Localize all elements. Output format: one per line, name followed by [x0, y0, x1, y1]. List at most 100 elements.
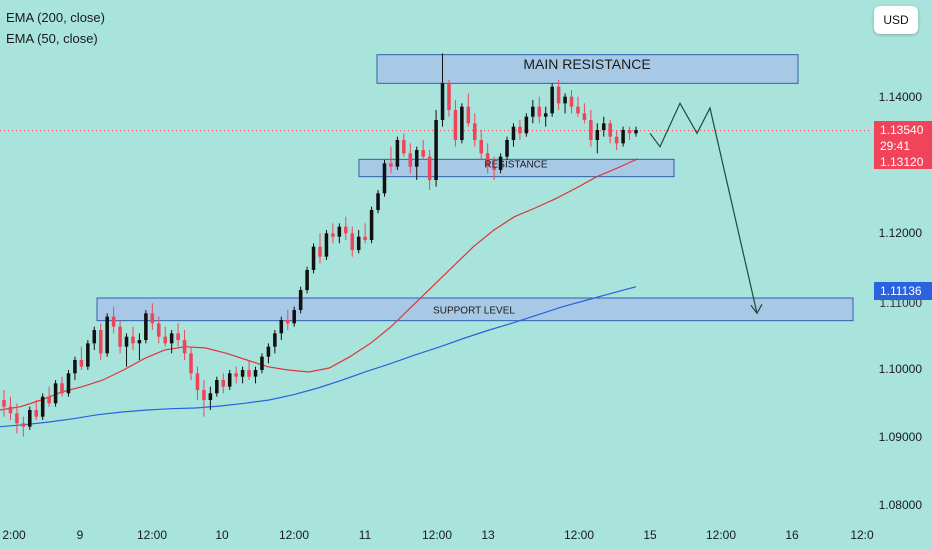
ema200-line	[0, 286, 637, 428]
candle-body	[453, 110, 458, 140]
time-tick: 12:00	[421, 528, 453, 542]
candle-body	[150, 313, 155, 324]
candle-body	[266, 346, 271, 357]
candle-body	[382, 163, 387, 194]
price-tick: 1.09000	[878, 430, 922, 444]
candle-body	[408, 153, 413, 167]
candle-body	[195, 373, 200, 390]
candle-body	[28, 410, 32, 427]
candle-body	[440, 83, 445, 120]
resistance-label: RESISTANCE	[484, 159, 548, 171]
main-resistance-label: MAIN RESISTANCE	[523, 56, 651, 72]
candle-body	[324, 233, 329, 257]
time-tick: 2:00	[2, 528, 26, 542]
time-tick: 13	[481, 528, 495, 542]
candle-body	[273, 333, 277, 347]
candle-body	[369, 210, 374, 240]
candle-body	[118, 326, 122, 347]
candle-body	[543, 113, 548, 117]
candle-body	[208, 393, 213, 400]
candle-body	[189, 353, 193, 374]
candle-body	[292, 310, 296, 324]
candle-body	[518, 126, 522, 134]
candle-body	[279, 320, 284, 334]
candle-body	[498, 156, 503, 170]
price-tick: 1.08000	[878, 498, 922, 512]
candle-body	[60, 383, 64, 394]
candle-body	[395, 140, 400, 167]
candle-body	[298, 290, 303, 310]
candle-body	[92, 330, 97, 344]
ema50-value: 1.13120	[880, 155, 924, 169]
candle-body	[253, 370, 258, 377]
candle-body	[634, 130, 638, 134]
candle-body	[105, 316, 109, 354]
candle-body	[21, 423, 26, 427]
candle-body	[589, 120, 593, 140]
candle-body	[311, 246, 316, 270]
price-tick: 1.12000	[878, 226, 922, 240]
price-tick: 1.10000	[878, 362, 922, 376]
candle-body	[144, 313, 148, 340]
time-tick: 15	[643, 528, 657, 542]
candle-body	[344, 226, 348, 234]
time-tick: 12:00	[705, 528, 737, 542]
candle-body	[376, 193, 380, 210]
candle-body	[234, 373, 238, 377]
bar-countdown: 29:41	[880, 139, 911, 153]
candle-body	[131, 336, 135, 344]
candle-body	[473, 123, 477, 140]
candle-body	[466, 106, 471, 124]
candle-body	[460, 106, 464, 140]
candle-body	[479, 140, 483, 154]
candle-body	[608, 123, 612, 137]
time-tick: 12:00	[563, 528, 595, 542]
candle-body	[524, 116, 529, 134]
candle-body	[40, 396, 45, 417]
candle-body	[2, 400, 6, 407]
candle-body	[556, 86, 561, 104]
currency-button[interactable]: USD	[874, 6, 918, 34]
candle-body	[427, 156, 432, 180]
candle-body	[260, 356, 264, 370]
time-tick: 12:00	[136, 528, 168, 542]
candle-body	[47, 396, 51, 404]
candle-body	[421, 150, 425, 157]
candle-body	[337, 226, 342, 237]
ema50-line	[0, 158, 639, 411]
candle-body	[221, 380, 226, 387]
candle-body	[247, 370, 251, 377]
last-price-tag: 1.13540 29:41 1.13120	[874, 121, 932, 169]
candle-body	[447, 83, 451, 110]
projection-arrowhead	[750, 304, 763, 315]
zone-rect	[96, 297, 854, 322]
candle-body	[157, 323, 161, 337]
candle-body	[569, 96, 574, 107]
candle-body	[492, 166, 496, 170]
candle-body	[53, 383, 58, 404]
candle-body	[621, 130, 625, 144]
candle-body	[331, 233, 335, 237]
candle-body	[550, 86, 554, 114]
time-tick: 12:00	[278, 528, 310, 542]
legend-ema200[interactable]: EMA (200, close)	[6, 10, 105, 25]
price-tick: 1.14000	[878, 90, 922, 104]
legend-ema50[interactable]: EMA (50, close)	[6, 31, 98, 46]
candle-body	[389, 163, 393, 167]
candle-body	[15, 413, 19, 424]
candle-body	[124, 336, 129, 347]
candle-body	[414, 150, 419, 167]
candle-body	[511, 126, 516, 140]
candle-body	[601, 123, 606, 130]
time-tick: 10	[215, 528, 229, 542]
candle-body	[182, 340, 187, 354]
candle-body	[563, 96, 567, 104]
candle-body	[627, 130, 632, 134]
candle-body	[176, 333, 180, 340]
time-tick: 16	[785, 528, 799, 542]
ema200-value-tag: 1.11136	[874, 282, 932, 300]
candle-body	[582, 113, 587, 120]
candle-body	[285, 320, 290, 324]
candle-body	[531, 106, 535, 117]
